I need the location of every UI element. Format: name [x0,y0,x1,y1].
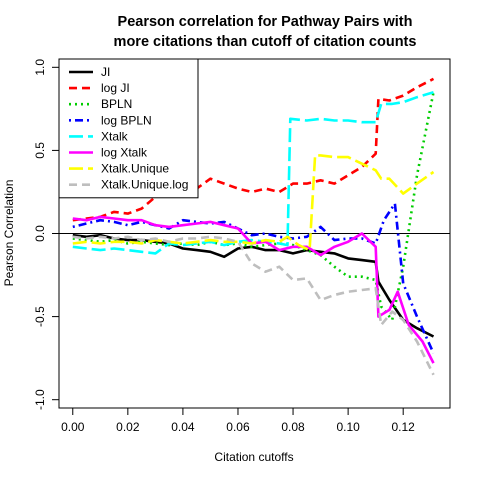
x-axis-label: Citation cutoffs [214,450,293,464]
x-tick-label: 0.02 [116,420,140,434]
legend-label: log BPLN [101,113,152,127]
legend-label: Xtalk [101,129,129,143]
series-line-xtalk-unique [72,154,435,252]
legend-label: Xtalk.Unique.log [101,178,188,192]
x-tick-label: 0.04 [171,420,195,434]
legend: JI log JI BPLN log BPLN Xtalk log Xtalk Xtalk.… [58,58,199,199]
legend-label: log Xtalk [101,146,148,160]
y-tick-label: 1.0 [33,59,47,76]
legend-label: BPLN [101,97,132,111]
series-line-log-xtalk [72,215,435,364]
x-tick-label: 0.12 [392,420,416,434]
x-tick-label: 0.00 [61,420,85,434]
y-tick-label: -1.0 [33,389,47,410]
y-tick-label: -0.5 [33,306,47,327]
y-axis: -1.0 -0.5 0.0 0.5 1.0 [33,59,60,410]
chart-title: Pearson correlation for Pathway Pairs wi… [118,14,413,30]
chart-subtitle: more citations than cutoff of citation c… [114,34,417,50]
y-axis-label: Pearson Correlation [2,180,16,287]
x-tick-label: 0.06 [226,420,250,434]
y-tick-label: 0.5 [33,142,47,159]
legend-label: Xtalk.Unique [101,162,169,176]
x-tick-label: 0.08 [281,420,305,434]
series-line-log-bpln [72,202,435,354]
legend-box [58,58,199,199]
series-line-xtalk-unique-log [72,235,435,376]
y-tick-label: 0.0 [33,225,47,242]
legend-label: log JI [101,81,130,95]
x-tick-label: 0.10 [336,420,360,434]
plot-lines [59,77,450,376]
series-line-ji [72,233,435,338]
x-axis: 0.00 0.02 0.04 0.06 0.08 0.10 0.12 [61,407,416,434]
series-line-log-ji [72,77,435,222]
legend-label: JI [101,65,110,79]
